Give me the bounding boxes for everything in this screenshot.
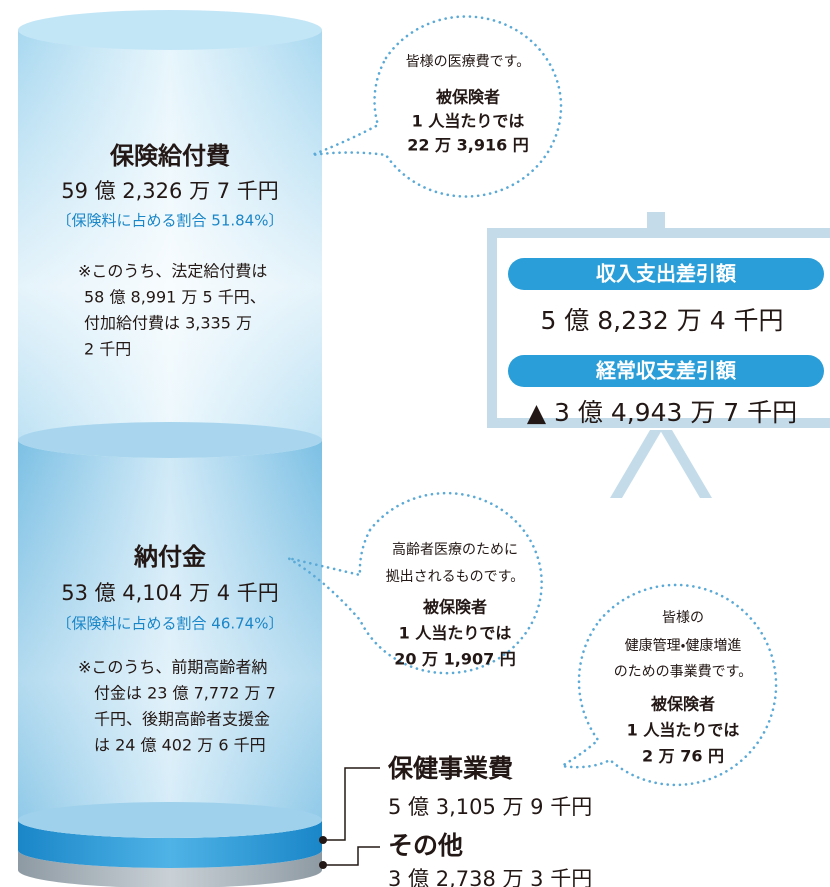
- bubble-label: 被保険者: [650, 695, 715, 714]
- other-title: その他: [388, 831, 463, 860]
- title: 保険給付費: [109, 142, 230, 170]
- board-amount: ▲ 3 億 4,943 万 7 千円: [527, 398, 797, 427]
- infographic: 保険給付費 59 億 2,326 万 7 千円 〔保険料に占める割合 51.84…: [0, 0, 830, 887]
- note: 付加給付費は 3,335 万: [84, 314, 252, 333]
- bubble-label: 被保険者: [435, 88, 500, 107]
- bubble-label: 被保険者: [422, 598, 487, 617]
- title: 納付金: [133, 543, 206, 571]
- bubble-text: 皆様の: [662, 610, 704, 626]
- board: 収入支出差引額 5 億 8,232 万 4 千円 経常収支差引額 ▲ 3 億 4…: [492, 212, 830, 498]
- bubble-value: 2 万 76 円: [642, 747, 724, 766]
- bubble: 高齢者医療のために 拠出されるものです。 被保険者 1 人当たりでは 20 万 …: [288, 493, 542, 673]
- note: ※このうち、法定給付費は: [78, 262, 267, 281]
- note: ※このうち、前期高齢者納: [78, 658, 267, 677]
- bubble-lead: 1 人当たりでは: [412, 112, 525, 131]
- bubble: 皆様の 健康管理・健康増進 のための事業費です。 被保険者 1 人当たりでは 2…: [562, 585, 776, 785]
- note: 58 億 8,991 万 5 千円、: [84, 288, 266, 307]
- note: 付金は 23 億 7,772 万 7: [94, 684, 276, 703]
- bubble-text: 高齢者医療のために: [392, 541, 518, 558]
- bubble-lead: 1 人当たりでは: [627, 721, 740, 740]
- share: 〔保険料に占める割合 51.84%〕: [57, 212, 284, 230]
- bubble-lead: 1 人当たりでは: [399, 624, 512, 643]
- page: { "insurance_benefits": { "title": "保険給付…: [0, 0, 830, 887]
- note: 千円、後期高齢者支援金: [94, 710, 270, 729]
- share: 〔保険料に占める割合 46.74%〕: [57, 615, 284, 633]
- health-services-title: 保健事業費: [387, 754, 513, 783]
- bubble-text: 健康管理・健康増進: [625, 637, 742, 654]
- other-amount: 3 億 2,738 万 3 千円: [388, 867, 592, 887]
- board-label: 経常収支差引額: [595, 359, 737, 383]
- bubble: 皆様の医療費です。 被保険者 1 人当たりでは 22 万 3,916 円: [312, 17, 561, 197]
- note: は 24 億 402 万 6 千円: [94, 736, 266, 755]
- bubble-text: 拠出されるものです。: [386, 569, 525, 585]
- amount: 59 億 2,326 万 7 千円: [61, 179, 279, 203]
- board-amount: 5 億 8,232 万 4 千円: [540, 306, 783, 335]
- bubble-value: 20 万 1,907 円: [394, 650, 516, 669]
- note: 2 千円: [84, 340, 131, 359]
- bubble-value: 22 万 3,916 円: [407, 136, 529, 155]
- board-label: 収入支出差引額: [596, 262, 737, 286]
- health-services-amount: 5 億 3,105 万 9 千円: [388, 795, 592, 819]
- amount: 53 億 4,104 万 4 千円: [61, 581, 279, 605]
- bubble-text: のための事業費です。: [614, 664, 753, 680]
- connectors: [319, 768, 380, 869]
- bubble-text: 皆様の医療費です。: [406, 53, 531, 70]
